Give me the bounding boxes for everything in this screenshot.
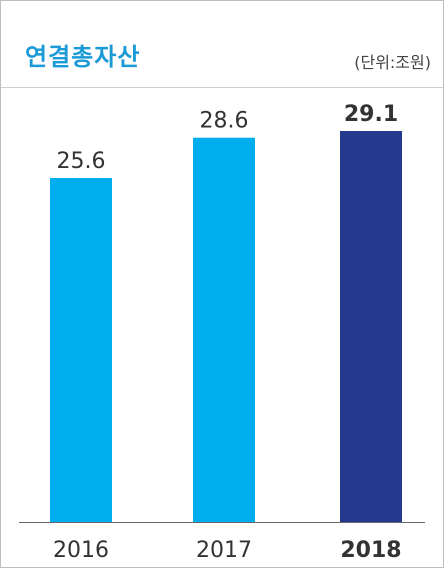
bars-layer (50, 131, 402, 523)
chart-title: 연결총자산 (25, 43, 141, 71)
value-label-2017: 28.6 (200, 109, 249, 134)
category-label-2017: 2017 (196, 538, 252, 563)
header-divider (1, 87, 443, 88)
bar-2016 (50, 178, 112, 522)
value-label-2016: 25.6 (57, 149, 106, 174)
unit-label: (단위:조원) (354, 53, 431, 72)
bar-2017 (193, 137, 255, 523)
category-label-2016: 2016 (53, 538, 109, 563)
category-label-2018: 2018 (340, 538, 401, 563)
value-label-2018: 29.1 (344, 102, 398, 127)
bar-2018 (340, 131, 402, 522)
labels-layer: 25.6 2016 28.6 2017 29.1 2018 (53, 102, 402, 563)
